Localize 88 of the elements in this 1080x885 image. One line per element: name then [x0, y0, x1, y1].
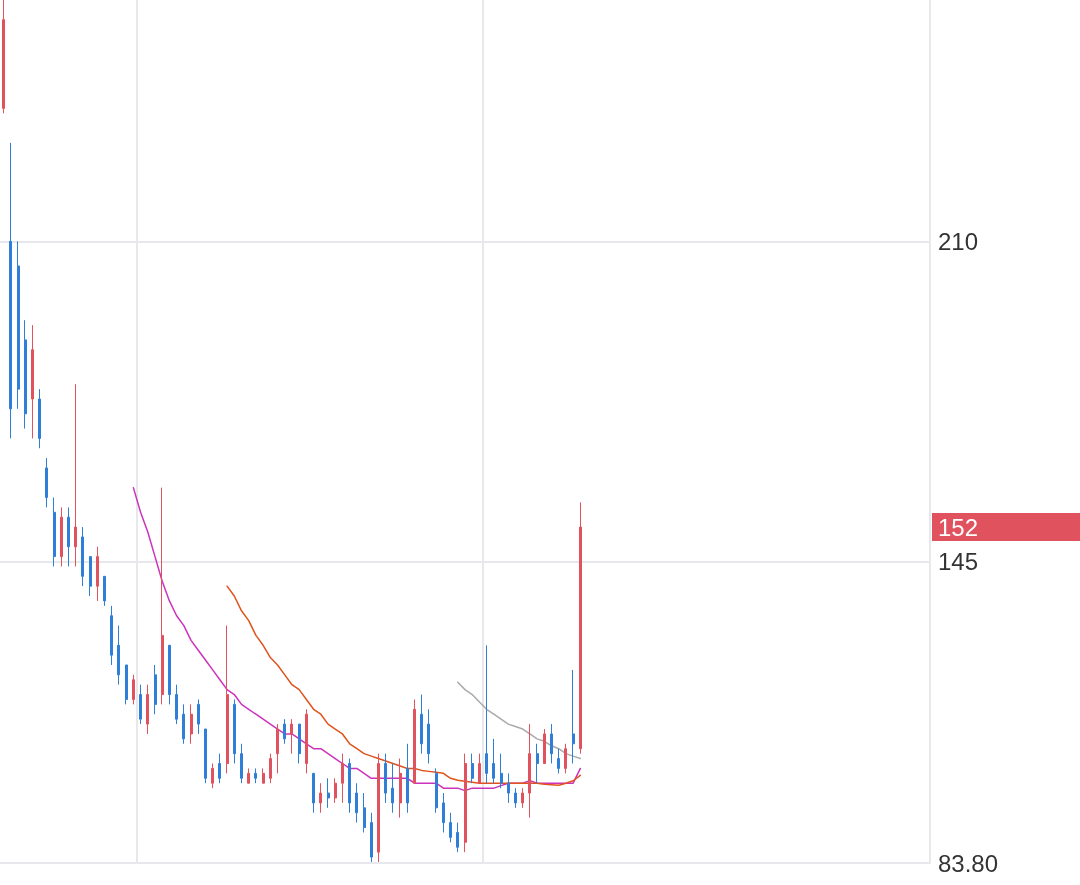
line-series	[132, 486, 582, 792]
candlestick	[254, 767, 257, 784]
candlestick	[125, 664, 128, 705]
candlestick	[363, 792, 366, 833]
candlestick	[442, 792, 445, 833]
candlestick	[377, 753, 380, 863]
candlestick	[182, 703, 185, 745]
candlestick	[240, 743, 243, 784]
candlestick	[175, 684, 178, 725]
candlestick	[67, 506, 70, 567]
candlestick	[485, 644, 488, 784]
candlestick	[543, 728, 546, 764]
candlestick	[500, 753, 503, 789]
candlestick	[449, 812, 452, 843]
candlestick	[89, 556, 92, 597]
y-tick-label: 145	[938, 548, 979, 576]
candlestick	[139, 684, 142, 725]
candlestick	[197, 698, 200, 735]
candlestick	[283, 718, 286, 745]
candlestick	[550, 723, 553, 764]
candlestick	[557, 748, 560, 774]
candlestick	[420, 694, 423, 755]
candlestick	[290, 718, 293, 755]
candlestick	[312, 772, 315, 814]
candlestick	[81, 526, 84, 587]
candlestick	[413, 698, 416, 784]
candlestick	[334, 777, 337, 804]
candlestick	[233, 698, 236, 764]
candlestick	[262, 767, 265, 784]
y-tick-label: 83.80	[938, 849, 999, 877]
candlestick	[355, 782, 358, 824]
candlestick	[45, 457, 48, 508]
candlestick	[492, 738, 495, 784]
candlestick	[464, 753, 467, 853]
candlestick	[132, 674, 135, 705]
candlestick	[226, 625, 229, 774]
candlestick	[168, 644, 171, 705]
y-tick-label: 210	[938, 227, 979, 255]
line-series	[226, 585, 582, 786]
candlestick	[572, 669, 575, 764]
candlestick	[117, 625, 120, 686]
text: 152	[938, 513, 979, 541]
candlestick	[2, 0, 5, 114]
candlestick	[536, 743, 539, 784]
candlestick	[218, 753, 221, 784]
candlestick	[146, 684, 149, 735]
candlestick	[154, 664, 157, 715]
candlestick	[60, 506, 63, 567]
candlestick	[528, 723, 531, 819]
candlestick	[319, 782, 322, 814]
candlestick	[53, 497, 56, 567]
candlestick	[110, 605, 113, 666]
candlestick	[74, 383, 77, 567]
candlestick	[456, 822, 459, 853]
candlestick	[190, 703, 193, 745]
candlestick	[384, 753, 387, 804]
candlestick	[9, 142, 12, 439]
candlestick	[399, 758, 402, 819]
candlestick	[427, 708, 430, 764]
candlestick	[391, 763, 394, 814]
candlestick	[269, 753, 272, 784]
candlestick	[211, 763, 214, 789]
candlestick	[435, 767, 438, 814]
line-series	[457, 681, 582, 760]
candlestick	[24, 319, 27, 430]
candlestick	[514, 787, 517, 809]
candlestick	[204, 728, 207, 784]
candlestick	[298, 723, 301, 764]
candlestick	[521, 787, 524, 809]
candlestick	[103, 575, 106, 607]
candlestick	[406, 743, 409, 814]
candlestick	[471, 753, 474, 784]
candlestick	[507, 772, 510, 804]
candlestick	[564, 743, 567, 774]
candlestick	[370, 812, 373, 863]
candlestick	[327, 777, 330, 809]
candlestick	[38, 388, 41, 449]
candlestick	[341, 753, 344, 804]
candlestick	[276, 723, 279, 774]
candlestick	[17, 240, 20, 410]
candlestick	[579, 501, 582, 755]
candlestick	[31, 324, 34, 439]
candlestick	[478, 753, 481, 784]
candlestick	[348, 758, 351, 814]
candlestick	[161, 487, 164, 705]
candlestick	[247, 767, 250, 784]
candlestick	[96, 546, 99, 602]
candlestick	[305, 708, 308, 774]
